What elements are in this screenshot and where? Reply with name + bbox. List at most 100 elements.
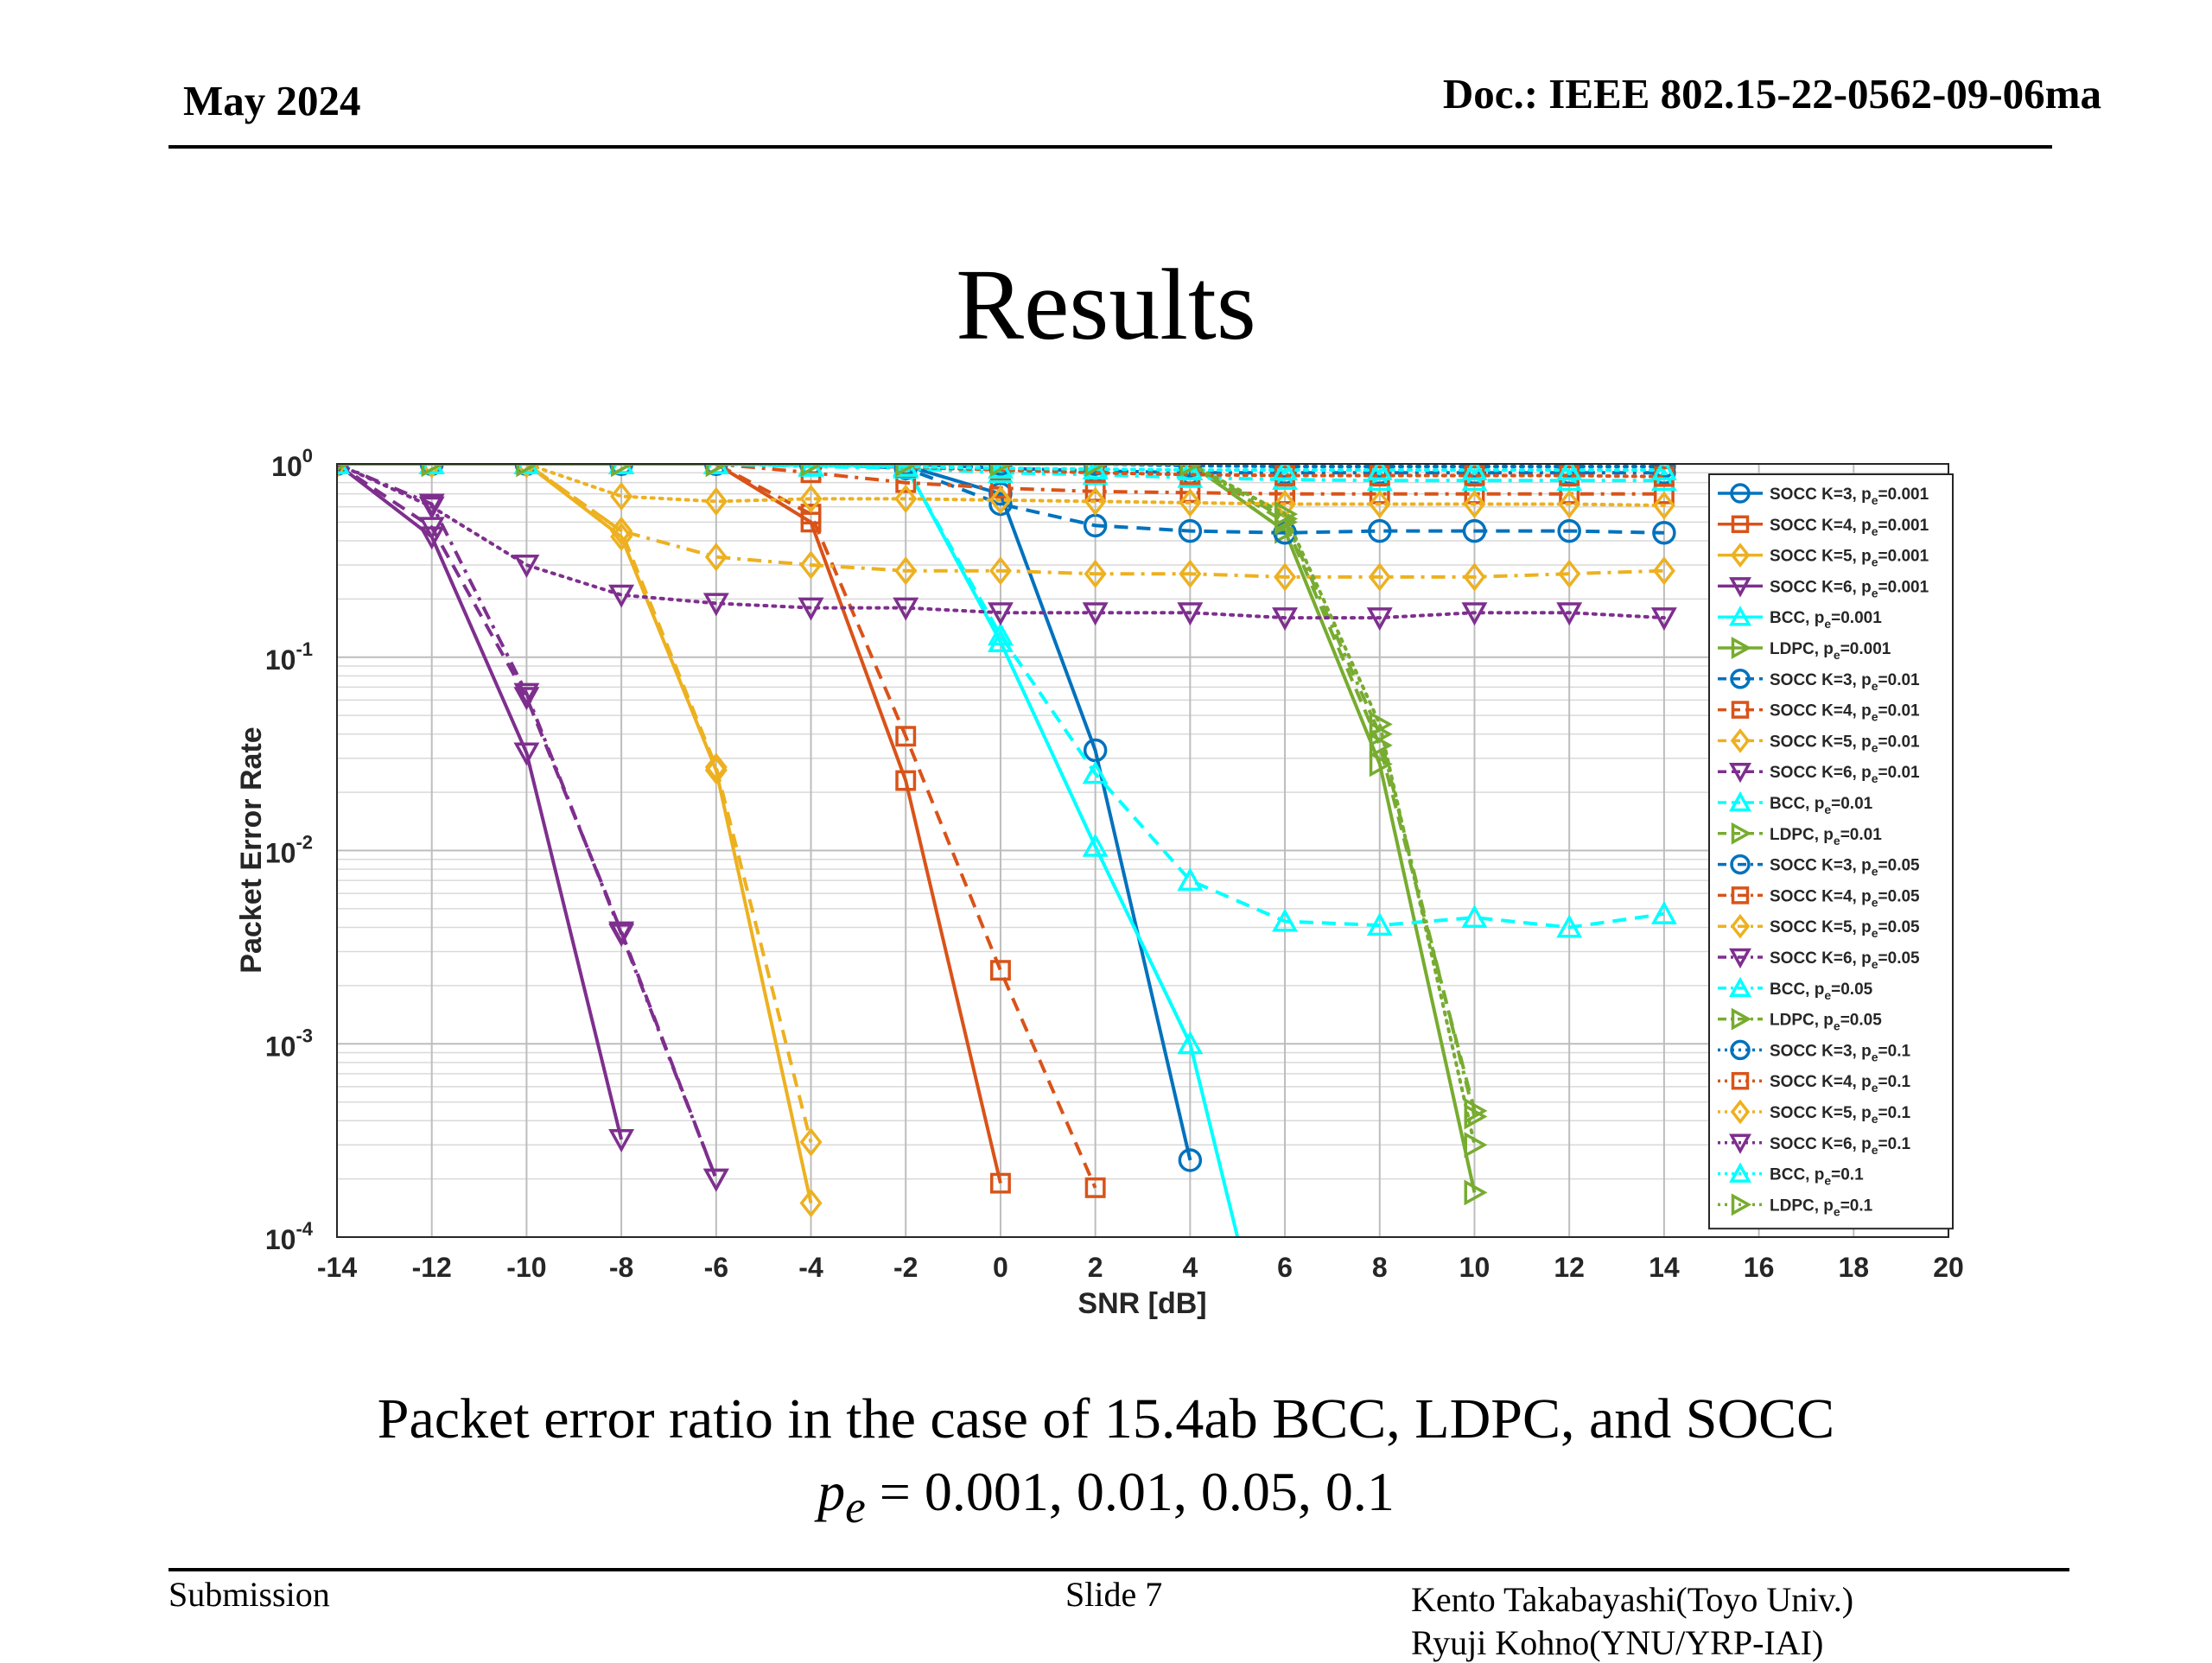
legend-label-subscript: e (1872, 679, 1878, 693)
data-point-marker (1179, 464, 1204, 477)
x-tick-label: -4 (798, 1252, 823, 1283)
series-line (337, 464, 1666, 507)
legend-label-subscript: e (1824, 617, 1831, 631)
legend-label-suffix: =0.01 (1878, 764, 1921, 782)
data-point-marker (989, 464, 1014, 477)
y-tick-exponent: -1 (296, 638, 313, 660)
x-tick-labels: -14 -12 -10 -8 -6 -4 -2 0 2 4 6 8 10 12 14 16 18 20 (317, 1252, 1964, 1283)
legend-entry: SOCC K=4, pe=0.001 (1718, 515, 1929, 538)
legend-label-subscript: e (1872, 771, 1878, 785)
series-line (337, 464, 1664, 579)
data-point-marker (1730, 483, 1751, 504)
data-point-marker (988, 556, 1012, 586)
legend-label-prefix: SOCC K=4, p (1770, 887, 1872, 905)
legend-entry: BCC, pe=0.05 (1718, 976, 1873, 1002)
footer-slide-number: Slide 7 (1065, 1575, 1163, 1614)
data-point-marker (1729, 606, 1751, 626)
legend-label-subscript: e (1824, 1174, 1831, 1188)
data-point-marker (608, 464, 635, 474)
legend-label-subscript: e (1834, 834, 1840, 847)
x-tick-label: 20 (1933, 1252, 1964, 1283)
data-point-marker (1652, 464, 1676, 485)
legend-label: SOCC K=4, pe=0.05 (1770, 887, 1920, 909)
data-point-marker (1729, 976, 1751, 998)
series-line (337, 464, 1477, 1193)
legend-label-prefix: SOCC K=3, p (1770, 857, 1872, 875)
legend-label-suffix: =0.001 (1878, 578, 1929, 596)
data-point-marker (1274, 501, 1299, 528)
data-point-marker (1730, 913, 1751, 939)
legend-label: SOCC K=5, pe=0.1 (1770, 1104, 1910, 1126)
legend-entry: SOCC K=6, pe=0.001 (1718, 577, 1929, 600)
legend-label-subscript: e (1872, 710, 1878, 724)
legend-label-subscript: e (1872, 1112, 1878, 1126)
legend-label: LDPC, pe=0.05 (1770, 1012, 1882, 1033)
slide-title: Results (956, 248, 1256, 361)
data-point-marker (1730, 728, 1751, 753)
data-point-marker (1368, 489, 1391, 519)
data-point-marker (1272, 908, 1299, 932)
x-tick-label: -2 (893, 1252, 918, 1283)
data-point-marker (1461, 602, 1488, 626)
legend-label-suffix: =0.001 (1831, 609, 1882, 627)
legend-entry: BCC, pe=0.1 (1718, 1162, 1864, 1188)
data-point-marker (799, 484, 823, 514)
data-point-marker (800, 464, 822, 474)
data-point-marker (704, 543, 728, 572)
legend-label-suffix: =0.05 (1878, 857, 1921, 875)
legend-label-suffix: =0.001 (1840, 640, 1891, 658)
legend-label-prefix: SOCC K=5, p (1770, 918, 1872, 936)
caption-values: = 0.001, 0.01, 0.05, 0.1 (865, 1461, 1395, 1522)
data-point-marker (1731, 1193, 1752, 1216)
legend-label-prefix: LDPC, p (1770, 826, 1834, 844)
data-point-marker (608, 584, 635, 608)
data-point-marker (988, 464, 1013, 476)
legend-label: LDPC, pe=0.01 (1770, 826, 1882, 847)
data-point-marker (1558, 559, 1581, 588)
header-date: May 2024 (183, 77, 361, 124)
legend-label-subscript: e (1872, 493, 1878, 507)
data-point-marker (1731, 1007, 1752, 1031)
data-point-marker (513, 682, 540, 707)
caption-subscript: e (845, 1480, 866, 1533)
legend-label: BCC, pe=0.01 (1770, 795, 1873, 816)
data-point-marker (1652, 491, 1675, 520)
data-point-marker (1652, 556, 1675, 586)
data-point-marker (1084, 464, 1109, 477)
data-point-marker (800, 464, 824, 477)
data-point-marker (1368, 562, 1391, 592)
footer-submission: Submission (168, 1575, 330, 1614)
y-tick-label: 10-4 (265, 1218, 314, 1255)
data-point-marker (610, 516, 633, 546)
data-point-marker (1731, 637, 1752, 659)
legend-entry: SOCC K=6, pe=0.1 (1718, 1133, 1910, 1157)
data-point-marker (1652, 521, 1676, 545)
data-point-marker (989, 960, 1011, 981)
legend-label-suffix: =0.001 (1878, 548, 1929, 566)
x-tick-label: 8 (1372, 1252, 1388, 1283)
legend-label-prefix: SOCC K=3, p (1770, 486, 1872, 504)
data-point-marker (1084, 559, 1107, 588)
data-point-marker (799, 1127, 823, 1157)
legend-label-suffix: =0.05 (1878, 949, 1921, 968)
legend-label: SOCC K=4, pe=0.001 (1770, 517, 1929, 538)
data-point-marker (1731, 822, 1752, 845)
data-point-marker (513, 555, 540, 578)
legend-label: SOCC K=5, pe=0.05 (1770, 918, 1920, 940)
data-point-marker (1177, 464, 1204, 481)
legend-label: LDPC, pe=0.1 (1770, 1196, 1873, 1218)
legend-label-suffix: =0.01 (1878, 733, 1921, 751)
data-point-marker (1730, 1039, 1751, 1061)
series-line (337, 464, 1664, 483)
legend-label: SOCC K=6, pe=0.1 (1770, 1135, 1910, 1157)
legend-label-suffix: =0.1 (1878, 1073, 1911, 1091)
legend-label-suffix: =0.05 (1840, 1012, 1883, 1030)
per-chart: -14 -12 -10 -8 -6 -4 -2 0 2 4 6 8 10 12 14 16 18 20 10010… (235, 445, 1964, 1320)
data-point-marker (1463, 489, 1486, 519)
data-point-marker (704, 756, 728, 785)
legend-label-subscript: e (1834, 1019, 1840, 1033)
legend-label-subscript: e (1824, 803, 1831, 816)
legend-label-suffix: =0.05 (1878, 887, 1921, 905)
caption-variable: p (817, 1461, 846, 1522)
x-tick-label: -6 (704, 1252, 728, 1283)
